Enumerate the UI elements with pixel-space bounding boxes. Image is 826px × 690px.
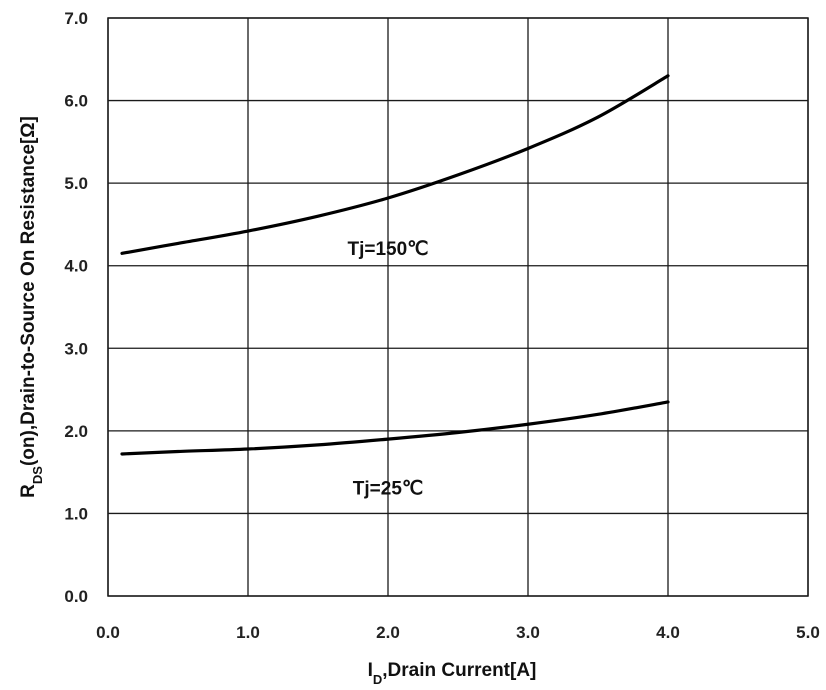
y-tick-label: 5.0 — [64, 174, 88, 193]
series-label-0: Tj=150℃ — [347, 239, 428, 260]
x-tick-label: 0.0 — [96, 623, 120, 642]
tick-labels: 0.0 1.0 2.0 3.0 4.0 5.0 0.0 1.0 2.0 3.0 4.0 5.0 6.0 7… — [64, 9, 819, 642]
y-tick-label: 7.0 — [64, 9, 88, 28]
x-axis-title: ID,Drain Current[A] — [368, 660, 537, 687]
series-lines — [120, 74, 670, 456]
y-tick-label: 3.0 — [64, 339, 88, 358]
grid — [107, 17, 809, 597]
y-tick-label: 6.0 — [64, 92, 88, 111]
x-tick-label: 3.0 — [516, 623, 540, 642]
series-label-1: Tj=25℃ — [353, 479, 423, 500]
plot-frame — [107, 17, 809, 597]
series-line-1 — [120, 400, 670, 456]
y-tick-label: 0.0 — [64, 587, 88, 606]
y-axis-title: RDS(on),Drain-to-Source On Resistance[Ω] — [18, 116, 45, 498]
x-tick-label: 1.0 — [236, 623, 260, 642]
x-tick-label: 5.0 — [796, 623, 820, 642]
series-labels: Tj=150℃ Tj=25℃ — [347, 239, 428, 499]
series-line-0 — [120, 74, 670, 255]
y-tick-label: 1.0 — [64, 504, 88, 523]
x-tick-label: 2.0 — [376, 623, 400, 642]
x-tick-label: 4.0 — [656, 623, 680, 642]
y-tick-label: 4.0 — [64, 257, 88, 276]
y-tick-label: 2.0 — [64, 422, 88, 441]
